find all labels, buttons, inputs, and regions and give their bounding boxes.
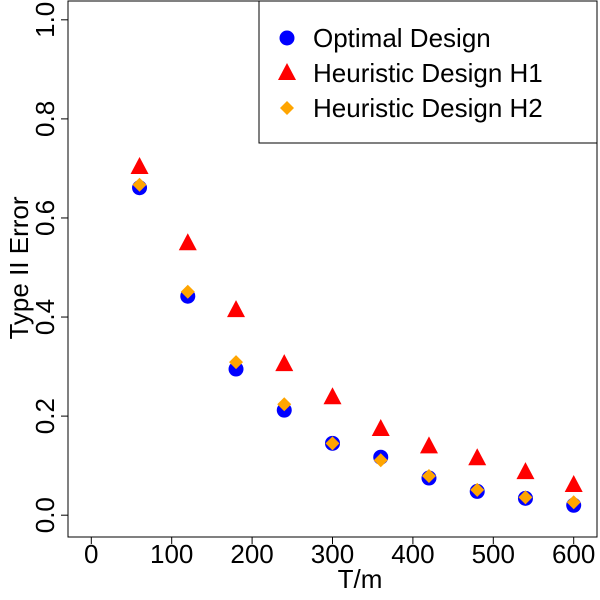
point — [468, 448, 487, 466]
x-tick-label: 300 — [311, 539, 354, 569]
legend-label: Heuristic Design H2 — [313, 93, 543, 123]
point — [132, 177, 147, 192]
point — [275, 354, 294, 372]
x-tick-label: 600 — [552, 539, 595, 569]
x-tick-label: 500 — [472, 539, 515, 569]
point — [277, 397, 292, 412]
legend-marker — [280, 101, 294, 115]
point — [178, 233, 197, 251]
legend-label: Heuristic Design H1 — [313, 58, 543, 88]
x-tick-label: 400 — [391, 539, 434, 569]
point — [566, 495, 581, 510]
y-tick-label: 0.8 — [30, 101, 60, 137]
y-tick-label: 0.6 — [30, 200, 60, 236]
point — [229, 355, 244, 370]
y-axis-label: Type II Error — [4, 196, 34, 339]
point — [371, 418, 390, 436]
point — [516, 462, 535, 480]
point — [130, 156, 149, 174]
point — [227, 300, 246, 318]
legend-box — [258, 0, 598, 144]
x-axis-label: T/m — [338, 564, 383, 594]
legend-marker — [278, 63, 296, 80]
y-tick-label: 0.4 — [30, 299, 60, 335]
point — [421, 469, 436, 484]
point — [180, 284, 195, 299]
x-tick-label: 200 — [230, 539, 273, 569]
x-tick-label: 0 — [84, 539, 98, 569]
point — [373, 453, 388, 468]
point — [470, 482, 485, 497]
legend-marker — [279, 30, 295, 46]
point — [325, 436, 340, 451]
point — [419, 436, 438, 454]
point — [323, 387, 342, 405]
y-tick-label: 0.2 — [30, 398, 60, 434]
legend-label: Optimal Design — [313, 23, 491, 53]
y-tick-label: 0.0 — [30, 497, 60, 533]
y-tick-label: 1.0 — [30, 2, 60, 38]
x-tick-label: 100 — [150, 539, 193, 569]
point — [518, 490, 533, 505]
point — [564, 474, 583, 492]
